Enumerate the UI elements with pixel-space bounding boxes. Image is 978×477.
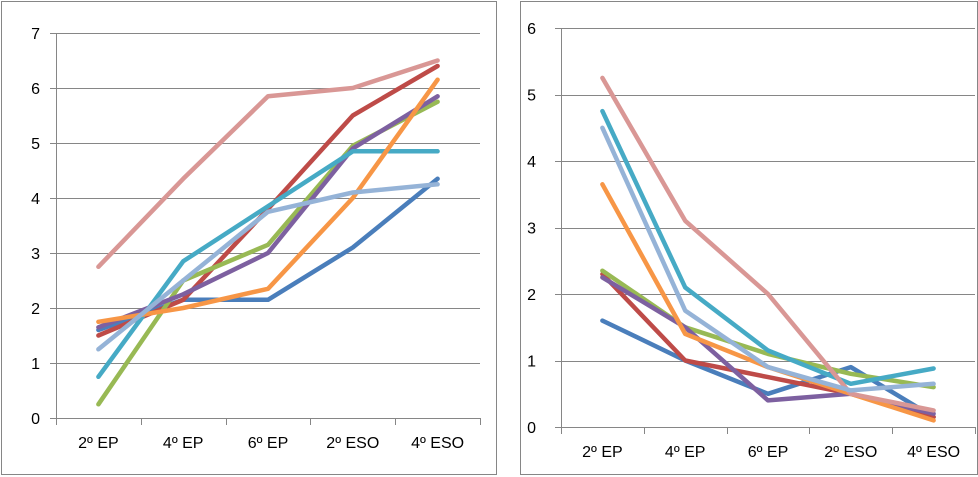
x-tick-label: 4º EP: [163, 435, 204, 452]
series-line-7: [96, 58, 440, 270]
x-tick-label: 4º ESO: [907, 444, 960, 461]
x-tick-label: 4º ESO: [411, 435, 464, 452]
x-tick-label: 2º EP: [582, 444, 623, 461]
y-tick-label: 3: [31, 246, 40, 263]
x-tick-label: 2º EP: [78, 435, 119, 452]
y-tick-label: 6: [527, 21, 536, 38]
series-line-5: [600, 108, 936, 387]
y-tick-label: 5: [527, 88, 536, 105]
series-line-7: [600, 75, 936, 413]
y-tick-label: 0: [527, 420, 536, 437]
x-tick-label: 2º ESO: [326, 435, 379, 452]
y-tick-label: 2: [31, 301, 40, 318]
series-line-1: [600, 318, 936, 420]
series-line-6: [96, 77, 440, 325]
x-tick-label: 2º ESO: [824, 444, 877, 461]
y-tick-label: 7: [31, 26, 40, 43]
series-line-8: [600, 125, 936, 393]
y-tick-label: 4: [31, 191, 40, 208]
y-tick-label: 0: [31, 411, 40, 428]
y-tick-label: 3: [527, 221, 536, 238]
series-line-8: [96, 182, 440, 352]
y-tick-label: 5: [31, 136, 40, 153]
y-tick-label: 4: [527, 154, 536, 171]
chart-right: 0 1 2 3 4 5 6 2º EP 4º EP 6º EP 2º ESO 4º ESO: [520, 1, 978, 475]
y-tick-label: 2: [527, 287, 536, 304]
y-tick-label: 1: [527, 354, 536, 371]
x-tick-label: 4º EP: [665, 444, 706, 461]
y-tick-label: 6: [31, 81, 40, 98]
x-tick-label: 6º EP: [748, 444, 789, 461]
x-tick-label: 6º EP: [248, 435, 289, 452]
series-line-5: [96, 149, 440, 380]
y-tick-label: 1: [31, 356, 40, 373]
chart-left: 0 1 2 3 4 5 6 7 2º EP 4º EP 6º EP 2º ESO 4º ESO: [1, 1, 497, 475]
